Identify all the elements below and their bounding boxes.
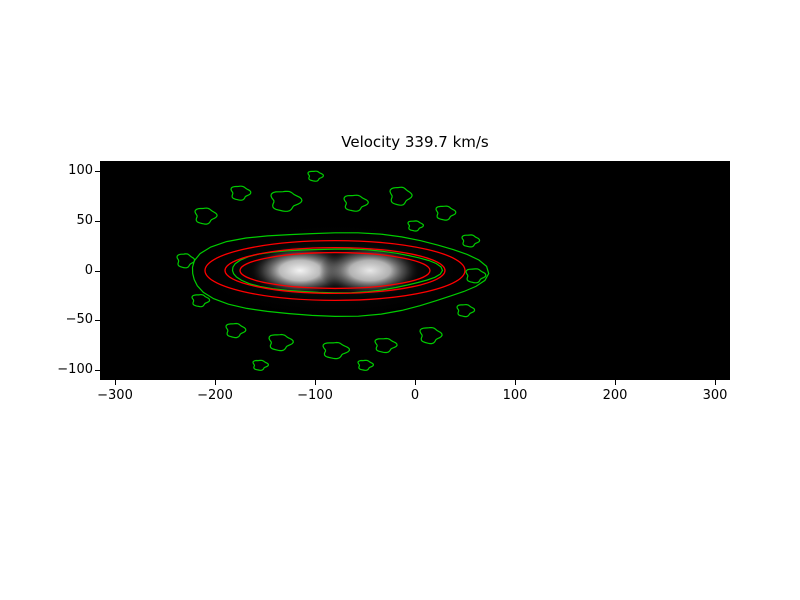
tick-mark — [415, 380, 416, 385]
tick-mark — [515, 380, 516, 385]
x-tick-label: 0 — [390, 388, 440, 403]
tick-mark — [95, 171, 100, 172]
tick-mark — [715, 380, 716, 385]
tick-mark — [95, 320, 100, 321]
tick-mark — [115, 380, 116, 385]
x-tick-label: −300 — [90, 388, 140, 403]
y-tick-label: 0 — [45, 263, 93, 278]
x-tick-label: 300 — [690, 388, 740, 403]
tick-mark — [95, 271, 100, 272]
plot-svg — [100, 161, 730, 380]
y-tick-label: 100 — [45, 163, 93, 178]
x-tick-label: −100 — [290, 388, 340, 403]
tick-mark — [95, 221, 100, 222]
tick-mark — [315, 380, 316, 385]
y-tick-label: −50 — [45, 312, 93, 327]
tick-mark — [615, 380, 616, 385]
figure: Velocity 339.7 km/s −300 −200 −100 0 100 200 3… — [0, 0, 800, 600]
chart-title: Velocity 339.7 km/s — [100, 133, 730, 151]
tick-mark — [95, 370, 100, 371]
x-tick-label: 200 — [590, 388, 640, 403]
plot-area — [100, 161, 730, 380]
y-tick-label: 50 — [45, 213, 93, 228]
x-tick-label: −200 — [190, 388, 240, 403]
y-tick-label: −100 — [45, 362, 93, 377]
x-tick-label: 100 — [490, 388, 540, 403]
tick-mark — [215, 380, 216, 385]
